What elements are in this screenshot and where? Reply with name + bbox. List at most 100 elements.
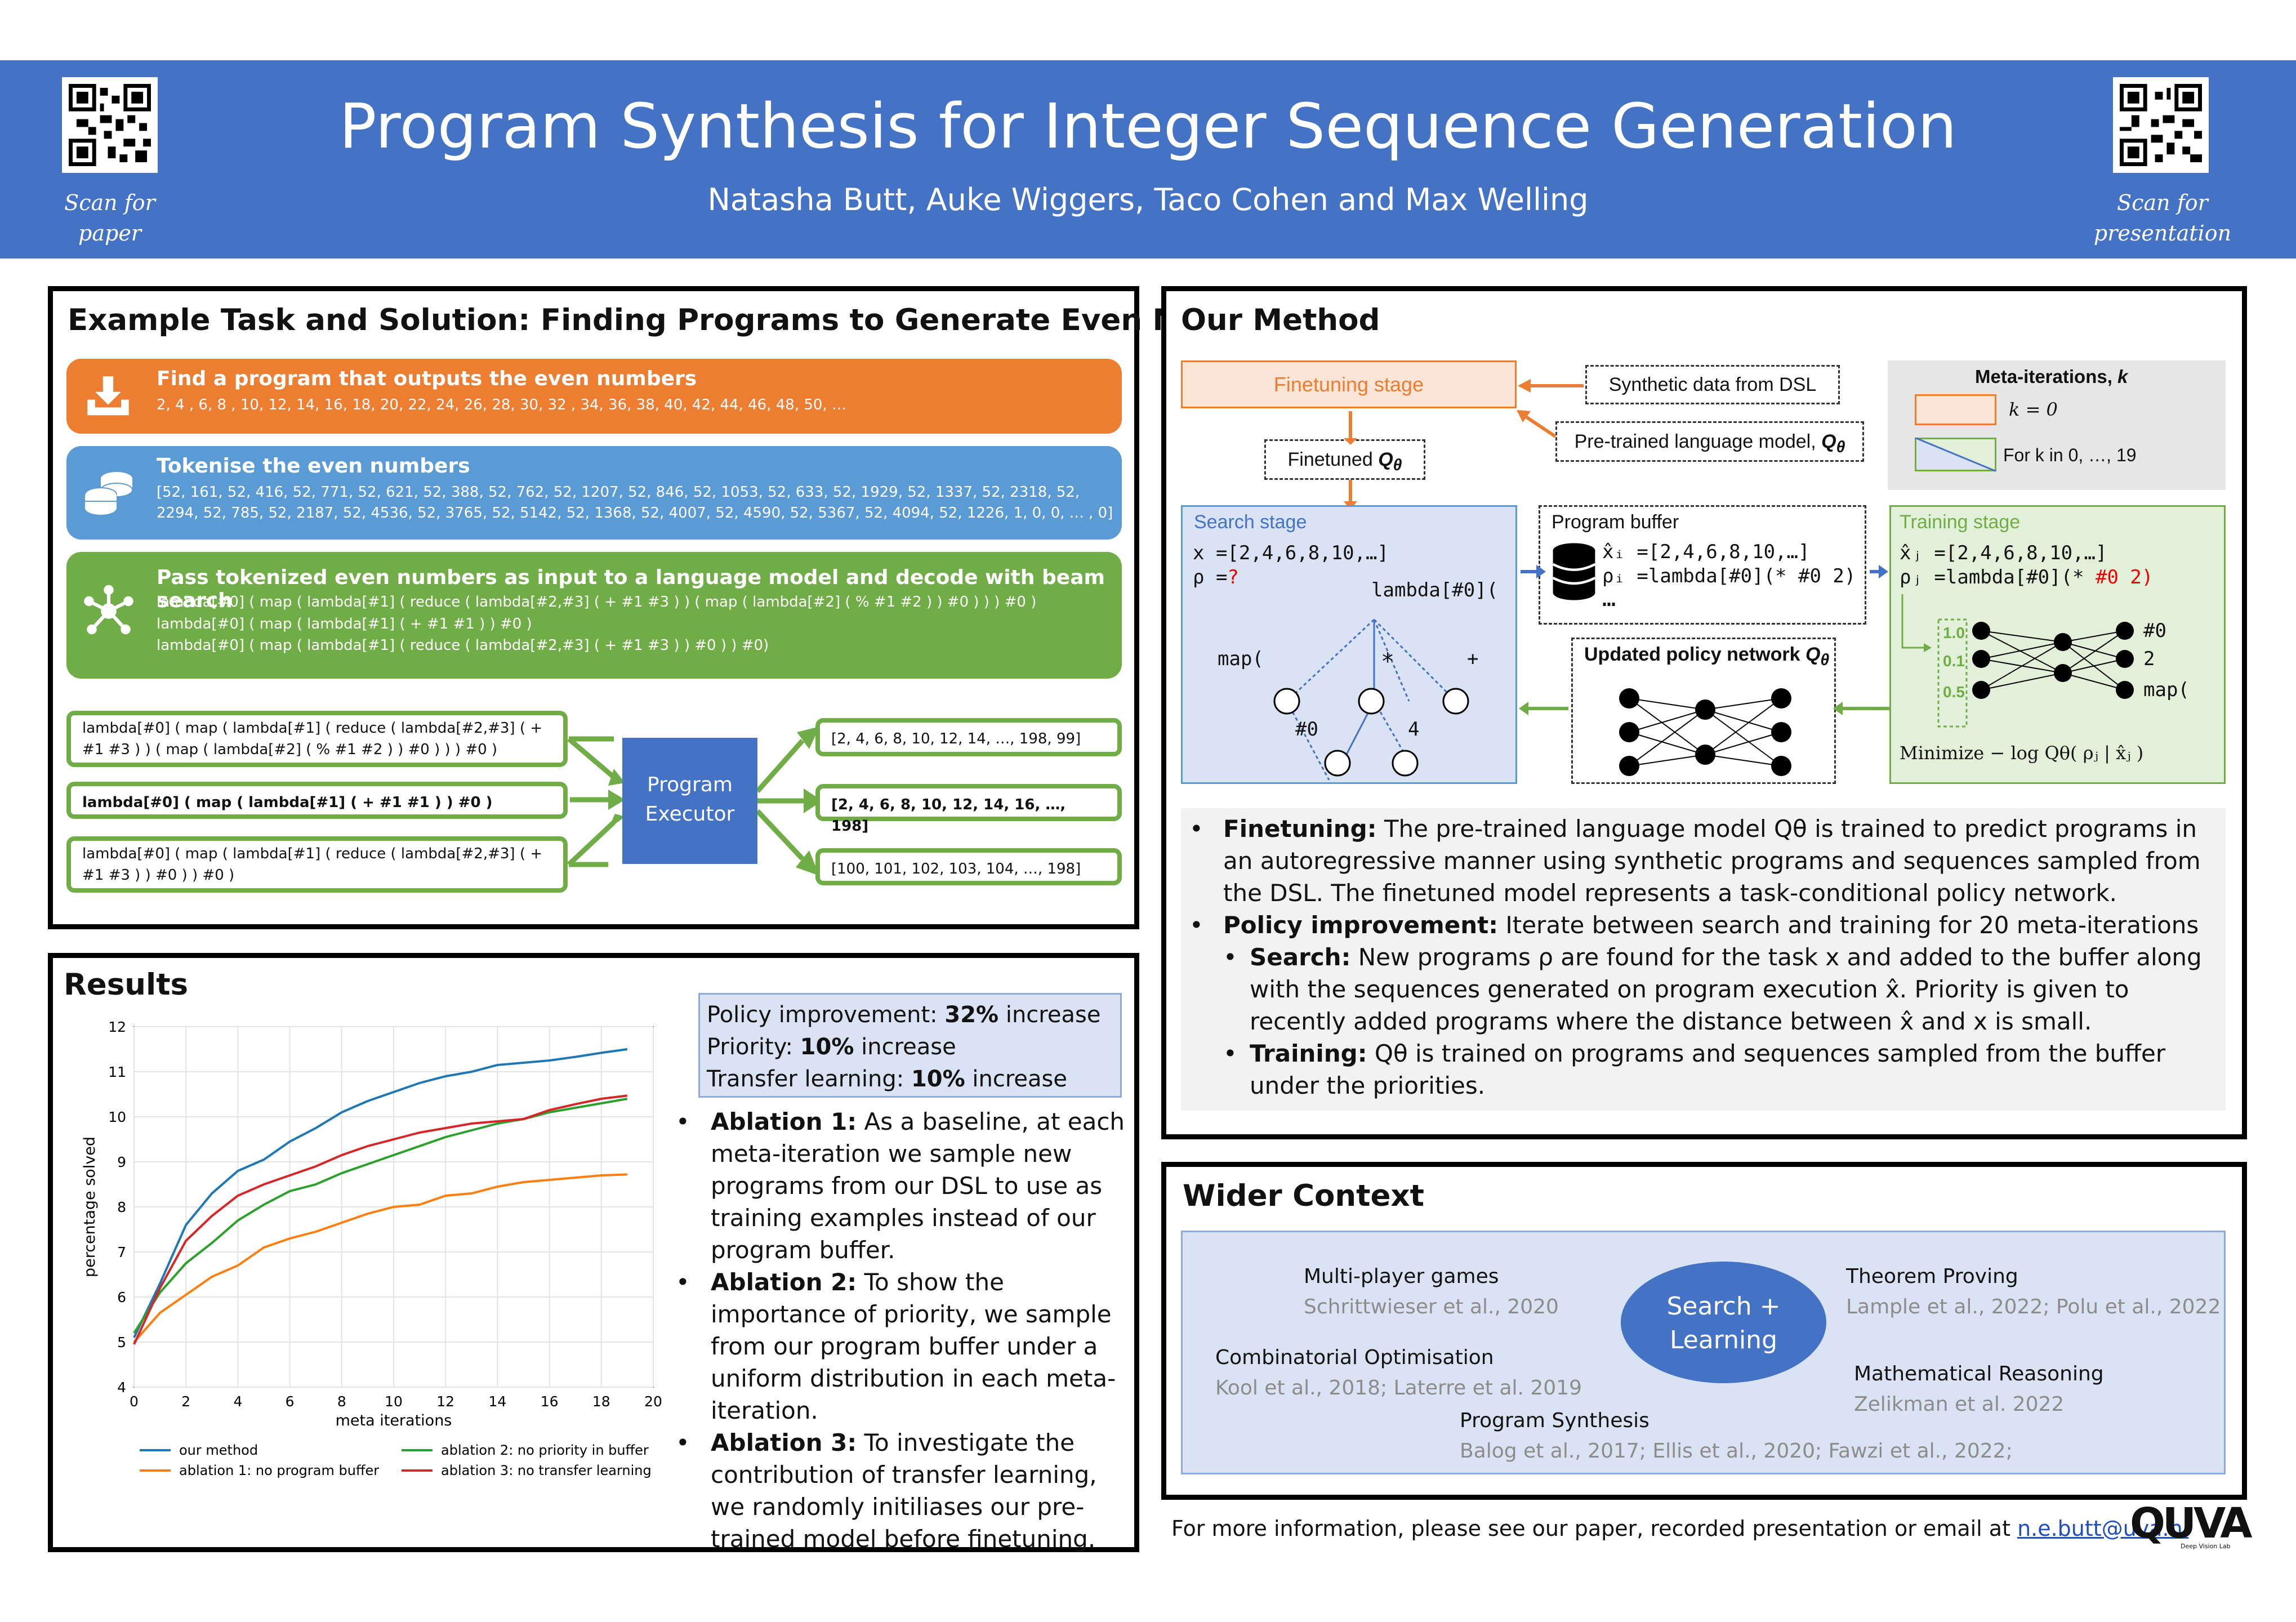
step-decode-band: Pass tokenized even numbers as input to … <box>66 552 1122 679</box>
prob-value: 0.5 <box>1943 683 1965 701</box>
train-x: x̂ⱼ =[2,4,6,8,10,…] <box>1900 542 2107 564</box>
footer-text: For more information, please see our pap… <box>1171 1516 2018 1541</box>
program-output-2: [2, 4, 6, 8, 10, 12, 14, 16, …, 198] <box>815 784 1122 835</box>
legend-k0: k = 0 <box>2009 399 2058 420</box>
pretrained-lm-box: Pre-trained language model, Qθ <box>1555 421 1864 462</box>
train-rho: ρⱼ =lambda[#0](* #0 2) <box>1900 566 2153 589</box>
executor-label: Executor <box>645 803 735 826</box>
x-tick-label: 10 <box>385 1393 403 1410</box>
output-token: #0 <box>2143 620 2166 642</box>
legend-swatch-loop <box>1915 438 1996 471</box>
executor-label: Program <box>647 773 733 796</box>
bullet-text: Iterate between search and training for … <box>1498 911 2199 939</box>
buffer-rho: ρᵢ =lambda[#0](* #0 2) <box>1602 565 1856 587</box>
training-network-icon <box>1901 594 2134 728</box>
finetuned-box: Finetuned Qθ <box>1264 439 1425 480</box>
stat-label: Priority: <box>707 1034 800 1060</box>
context-ref: Zelikman et al. 2022 <box>1854 1393 2065 1416</box>
q-symbol: Q <box>1805 644 1821 665</box>
updated-policy-box: Updated policy network Qθ <box>1571 638 1836 784</box>
logo-text: QUVA <box>2130 1499 2253 1548</box>
qr-code-paper[interactable] <box>62 77 158 173</box>
search-task-x: x =[2,4,6,8,10,…] <box>1193 542 1389 564</box>
q-subscript: θ <box>1836 438 1845 456</box>
meta-title: Meta-iterations, k <box>1975 366 2128 387</box>
ablation-text: To show the importance of priority, we s… <box>711 1268 1116 1424</box>
search-stage-label: Search stage <box>1194 511 1307 533</box>
x-tick-label: 4 <box>233 1393 242 1410</box>
finetuned-label: Finetuned <box>1287 449 1379 470</box>
context-topic: Theorem Proving <box>1846 1265 2018 1288</box>
legend-swatch-finetuning <box>1915 394 1996 425</box>
results-title: Results <box>64 968 189 1002</box>
bullet-head: Training: <box>1250 1040 1367 1067</box>
stat-priority: Priority: 10% increase <box>707 1031 1113 1063</box>
finetuning-stage-box: Finetuning stage <box>1181 360 1517 408</box>
q-symbol: Q <box>1821 431 1836 452</box>
x-tick-label: 12 <box>436 1393 454 1410</box>
policy-network-icon <box>1619 688 1791 776</box>
legend-entry: ablation 2: no priority in buffer <box>441 1442 649 1458</box>
step-decode-line: lambda[#0] ( map ( lambda[#1] ( reduce (… <box>157 637 769 654</box>
legend-entry: our method <box>179 1442 258 1458</box>
bullet-text: New programs ρ are found for the task x … <box>1250 943 2202 1035</box>
training-objective: Minimize − log Qθ( ρⱼ | x̂ⱼ ) <box>1900 742 2144 764</box>
y-tick-label: 12 <box>108 1019 126 1035</box>
y-tick-label: 7 <box>117 1244 126 1260</box>
x-tick-label: 2 <box>181 1393 190 1410</box>
method-arrows-top <box>1344 379 1584 510</box>
qr-caption-presentation: Scan for presentation <box>2084 188 2241 248</box>
output-arrows <box>757 727 822 876</box>
series-line <box>133 1094 628 1345</box>
program-line: #1 #3 ) ) #0 ) ) #0 ) <box>82 867 235 884</box>
step-tokenise-line: [52, 161, 52, 416, 52, 771, 52, 621, 52,… <box>157 484 1080 501</box>
step-decode-line: lambda[#0] ( map ( lambda[#1] ( + #1 #1 … <box>157 616 532 632</box>
candidate-program-2: lambda[#0] ( map ( lambda[#1] ( + #1 #1 … <box>66 782 568 819</box>
y-tick-label: 10 <box>108 1109 126 1125</box>
series-line <box>133 1048 628 1338</box>
search-stage-box: Search stage x =[2,4,6,8,10,…] ρ =? lamb… <box>1181 505 1517 784</box>
ablation-head: Ablation 1: <box>711 1108 857 1135</box>
stat-label: Policy improvement: <box>707 1002 945 1028</box>
q-subscript: θ <box>1393 456 1402 474</box>
ablation-text: To investigate the contribution of trans… <box>711 1429 1097 1553</box>
x-tick-label: 8 <box>337 1393 346 1410</box>
rho-label: ρ = <box>1193 566 1228 589</box>
ablation-item: • Ablation 3: To investigate the contribu… <box>676 1429 1097 1553</box>
pretrained-label: Pre-trained language model, <box>1574 431 1822 452</box>
bullet-head: Policy improvement: <box>1223 911 1499 939</box>
tree-4-token: 4 <box>1408 718 1420 741</box>
y-tick-label: 9 <box>117 1154 126 1170</box>
stat-policy: Policy improvement: 32% increase <box>707 999 1113 1031</box>
training-stage-label: Training stage <box>1900 511 2021 533</box>
buffer-more: … <box>1602 586 1616 612</box>
y-tick-label: 8 <box>117 1199 126 1215</box>
legend-entry: ablation 3: no transfer learning <box>441 1463 652 1478</box>
y-tick-label: 4 <box>117 1379 126 1396</box>
q-subscript: θ <box>1820 650 1830 669</box>
footer-email-link[interactable]: n.e.butt@uva.nl <box>2017 1516 2189 1541</box>
hub-label: Learning <box>1669 1326 1778 1354</box>
program-line: lambda[#0] ( map ( lambda[#1] ( + #1 #1 … <box>82 794 493 811</box>
qr-code-presentation[interactable] <box>2113 77 2209 173</box>
stat-value: 32% <box>944 1002 999 1028</box>
stat-suffix: increase <box>965 1066 1067 1092</box>
program-output-1: [2, 4, 6, 8, 10, 12, 14, …, 198, 99] <box>815 718 1122 756</box>
context-ref: Lample et al., 2022; Polu et al., 2022 <box>1846 1295 2221 1318</box>
y-axis-label: percentage solved <box>81 1137 99 1277</box>
context-topic: Combinatorial Optimisation <box>1215 1346 1494 1369</box>
program-line: #1 #3 ) ) ( map ( lambda[#2] ( % #1 #2 )… <box>82 741 498 758</box>
example-title: Example Task and Solution: Finding Progr… <box>68 303 1304 337</box>
quva-logo: QUVA Deep Vision Lab <box>2130 1499 2253 1554</box>
step-tokenise-line: 2294, 52, 785, 52, 2187, 52, 4536, 52, 3… <box>157 505 1113 522</box>
qr-caption-line: paper <box>78 221 141 246</box>
stat-transfer: Transfer learning: 10% increase <box>707 1063 1113 1095</box>
ablation-item: • Ablation 1: As a baseline, at each meta… <box>676 1108 1125 1264</box>
legend-entry: ablation 1: no program buffer <box>179 1463 379 1478</box>
footer-info: For more information, please see our pap… <box>1171 1516 2188 1541</box>
legend-for-k: For k in 0, …, 19 <box>2003 445 2137 465</box>
step-decode-title: Pass tokenized even numbers as input to … <box>157 566 1105 612</box>
prob-value: 1.0 <box>1943 624 1965 641</box>
tree-plus-token: + <box>1467 648 1479 670</box>
ablation-list: • Ablation 1: As a baseline, at each meta… <box>676 1106 1126 1555</box>
